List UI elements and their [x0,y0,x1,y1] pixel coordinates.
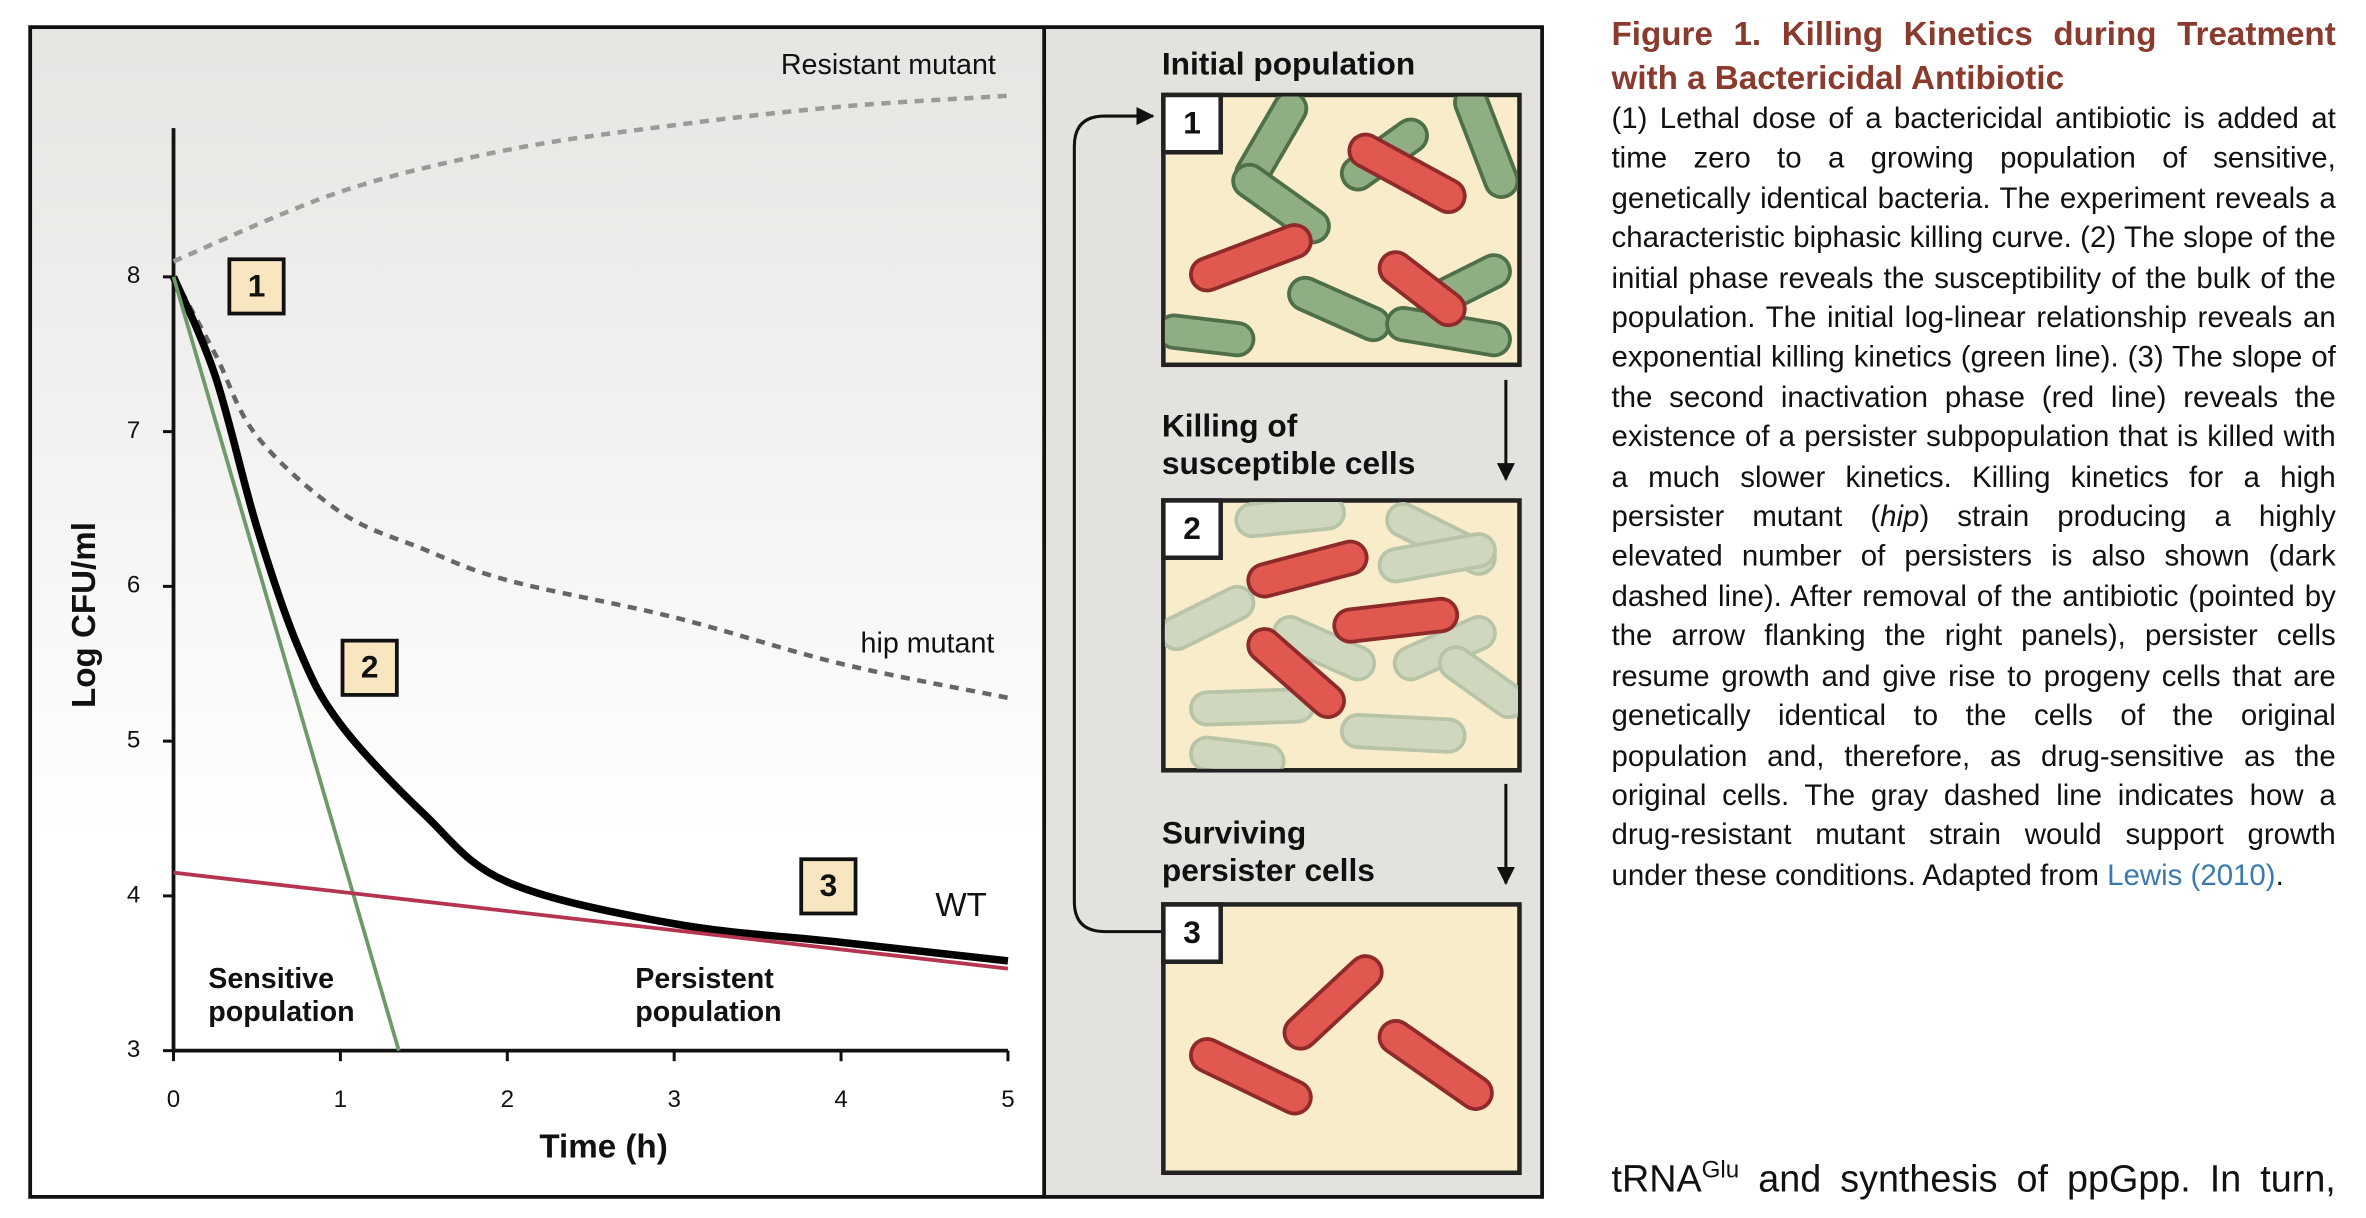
bacteria [1164,96,1518,1116]
annotation: 3 [820,867,838,903]
cell [1250,543,1365,595]
annotation: 1 [248,267,266,303]
body-text: tRNAGlu and synthesis of ppGpp. In turn,… [1612,1143,2336,1218]
series-label: Resistant mutant [781,49,996,81]
x-tick-label: 1 [334,1086,347,1113]
y-tick-label: 8 [127,262,140,289]
y-tick-label: 6 [127,572,140,599]
cell [1351,136,1463,211]
cell [1192,691,1312,723]
figure: 3 4 5 6 7 8 0 1 2 3 4 5 Log CFU/ml Time (h) Resistant … [28,25,1544,1199]
panel-number: 1 [1183,104,1201,140]
y-tick-label: 7 [127,417,140,444]
cell [1388,309,1509,354]
cell [1441,648,1518,716]
cell [1336,600,1456,640]
cell [1286,957,1380,1047]
citation-link[interactable]: Lewis (2010) [2107,858,2276,892]
caption: Figure 1. Killing Kinetics during Treatm… [1612,12,2336,896]
caption-body: (1) Lethal dose of a bactericidal antibi… [1612,99,2336,895]
cell [1381,1022,1491,1108]
annotation: 2 [361,649,379,685]
cell [1164,317,1252,354]
panel-title: Killing of [1162,407,1298,443]
series-line [173,870,1009,971]
cell [1192,739,1282,769]
cell [1238,501,1343,535]
cell [1192,226,1309,289]
series-line [170,275,1009,965]
x-tick-label: 2 [501,1086,514,1113]
x-axis-label: Time (h) [539,1128,667,1165]
cell [1235,166,1328,241]
caption-italic: hip [1880,500,1920,534]
frame [28,25,1544,1199]
panel-number-box [1161,902,1223,964]
panel-title: Surviving [1162,814,1306,850]
cell [1381,535,1494,580]
series-label: Sensitive population [208,962,354,1027]
superscript: Glu [1701,1157,1740,1184]
series-line [172,93,1009,264]
text: and synthesis of ppGpp. In turn, the hig… [1612,1158,2336,1218]
cell [1456,96,1516,196]
panel-number: 3 [1183,914,1201,950]
panel-number-box [1161,498,1223,560]
regrowth-arrow [1072,107,1162,934]
cell [1238,96,1305,188]
series-label: WT [935,887,987,924]
cell [1396,618,1494,678]
cell [1290,279,1388,339]
series-label: hip mutant [861,628,995,660]
annotation-box [799,857,858,916]
y-tick-label: 3 [127,1036,140,1063]
series-label: Persistent population [635,962,781,1027]
text: tRNA [1611,1158,1702,1201]
panel-number: 2 [1183,510,1201,546]
cell [1343,716,1463,750]
panel-number-box [1161,92,1223,155]
series-line [171,275,1009,701]
cell [1275,618,1373,678]
annotation-box [340,638,399,697]
panel-title: persister cells [1162,852,1375,888]
series-line [171,276,401,1052]
x-tick-label: 4 [834,1086,847,1113]
caption-text: ) strain producing a highly elevated num… [1611,500,2336,892]
caption-text: (1) Lethal dose of a bactericidal antibi… [1611,102,2336,534]
x-tick-label: 0 [167,1086,180,1113]
cell [1192,1040,1309,1112]
annotation-box [227,257,286,316]
cell [1381,253,1463,324]
x-tick-label: 3 [667,1086,680,1113]
cell [1164,588,1252,648]
caption-title: Figure 1. Killing Kinetics during Treatm… [1611,15,2336,97]
y-axis-label: Log CFU/ml [66,522,103,708]
x-tick-label: 5 [1001,1086,1014,1113]
panel-title: susceptible cells [1162,445,1416,481]
chart-background [30,27,1045,1197]
caption-text: . [2275,858,2284,892]
panel-title: Initial population [1162,46,1415,82]
y-tick-label: 5 [127,727,140,754]
plot: 3 4 5 6 7 8 0 1 2 3 4 5 Log CFU/ml Time (h) Resistant … [66,49,1015,1165]
panels: 1 Initial population 2 Killing ofsusceptibl… [1072,46,1522,1176]
y-tick-label: 4 [127,881,140,908]
cell [1250,630,1343,716]
